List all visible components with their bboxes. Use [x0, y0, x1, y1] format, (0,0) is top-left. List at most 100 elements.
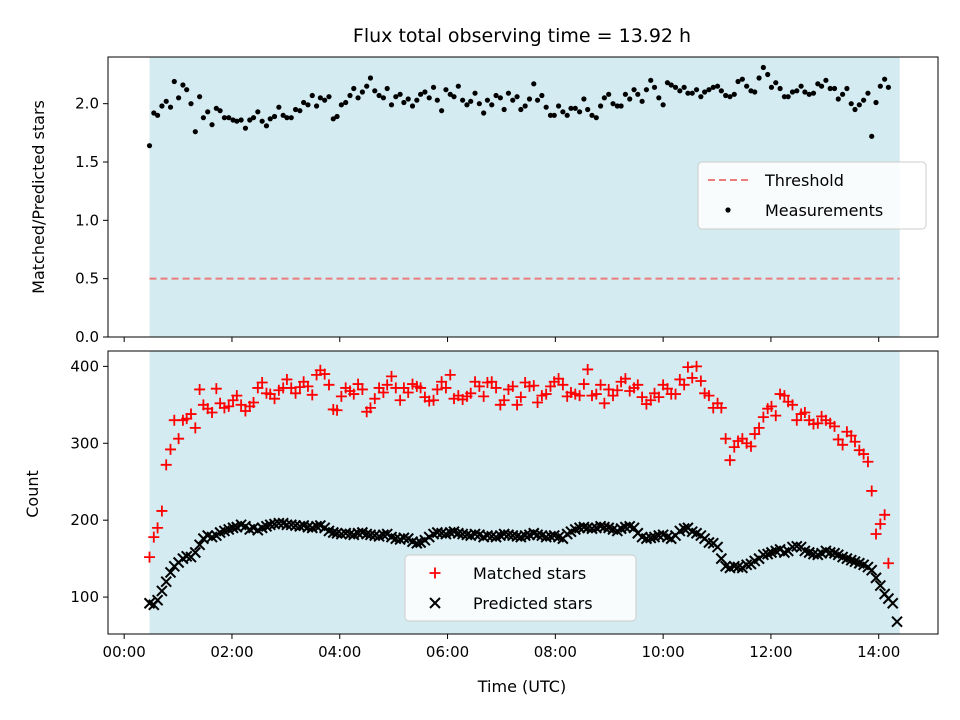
- matched-star-point: [849, 436, 861, 448]
- measurement-point: [439, 108, 445, 114]
- measurement-point: [255, 109, 261, 115]
- measurement-point: [159, 103, 165, 109]
- predicted-star-point: [289, 519, 302, 532]
- top-y-axis-label: Matched/Predicted stars: [29, 100, 48, 294]
- predicted-star-point: [481, 529, 494, 542]
- measurement-point: [184, 87, 190, 93]
- predicted-star-point: [874, 579, 887, 592]
- measurement-point: [518, 106, 524, 113]
- matched-star-point: [165, 443, 177, 455]
- measurement-point: [372, 88, 378, 94]
- measurement-point: [731, 91, 737, 97]
- matched-star-point: [281, 373, 293, 385]
- measurement-point: [823, 77, 829, 83]
- measurement-point: [417, 91, 424, 97]
- matched-star-point: [473, 380, 485, 392]
- predicted-star-point: [791, 540, 803, 553]
- predicted-star-point: [502, 529, 515, 541]
- predicted-star-point: [160, 575, 172, 588]
- measurement-point: [430, 84, 437, 90]
- matched-star-point: [402, 387, 414, 399]
- measurement-point: [798, 83, 804, 89]
- measurement-point: [831, 85, 838, 92]
- measurement-point: [497, 95, 503, 101]
- matched-star-point: [745, 440, 757, 452]
- bottom-y-tick-label: 100: [70, 588, 99, 606]
- matched-star-point: [269, 393, 281, 405]
- measurement-point: [656, 95, 662, 101]
- measurement-point: [276, 104, 282, 110]
- measurement-point: [476, 101, 482, 107]
- measurement-point: [200, 115, 206, 121]
- predicted-star-point: [285, 519, 297, 531]
- measurement-point: [568, 105, 574, 111]
- measurement-point: [865, 90, 871, 96]
- measurement-point: [405, 96, 411, 102]
- matched-star-point: [574, 390, 586, 402]
- measurement-point: [785, 94, 791, 100]
- measurement-point: [263, 123, 270, 129]
- matched-star-point: [511, 399, 523, 411]
- measurement-point: [581, 96, 587, 102]
- matched-star-point: [882, 557, 894, 569]
- measurement-point: [330, 116, 336, 122]
- bottom-y-tick-label: 300: [70, 434, 99, 452]
- measurement-point: [451, 94, 457, 100]
- predicted-star-point: [887, 597, 899, 609]
- top-y-tick-label: 1.0: [75, 211, 99, 229]
- measurement-point: [284, 115, 290, 121]
- matched-star-point: [858, 448, 870, 460]
- top-y-tick-label: 0.5: [75, 270, 99, 288]
- measurement-point: [576, 109, 583, 115]
- matched-star-point: [765, 400, 777, 412]
- predicted-star-point: [531, 529, 544, 541]
- measurement-point: [460, 97, 466, 103]
- matched-star-point: [385, 370, 397, 382]
- measurement-point: [585, 106, 591, 113]
- measurement-point: [610, 101, 616, 107]
- measurement-point: [464, 102, 470, 108]
- matched-star-point: [335, 390, 347, 402]
- measurement-point: [639, 98, 645, 104]
- x-tick-label: 06:00: [426, 643, 469, 661]
- measurement-point: [280, 112, 286, 118]
- matched-star-point: [415, 382, 427, 394]
- matched-star-point: [879, 509, 891, 521]
- measurement-point: [313, 103, 320, 109]
- matched-star-point: [478, 390, 490, 402]
- measurement-point: [618, 103, 624, 109]
- measurement-point: [827, 85, 833, 92]
- measurement-point: [873, 99, 879, 106]
- measurement-point: [840, 91, 846, 97]
- matched-star-point: [486, 376, 498, 388]
- predicted-star-point: [331, 527, 343, 539]
- measurement-point: [422, 89, 428, 95]
- measurement-point: [572, 105, 578, 111]
- measurement-point: [735, 78, 741, 85]
- ratio-panel: 0.0 0.5 1.0 1.5 2.0 Threshold Measurements: [75, 56, 939, 346]
- measurement-point: [238, 117, 244, 123]
- predicted-star-point: [573, 522, 586, 534]
- figure-title: Flux total observing time = 13.92 h: [353, 25, 691, 47]
- measurement-point: [773, 80, 779, 86]
- predicted-star-point: [264, 519, 276, 531]
- measurement-point: [493, 92, 499, 99]
- measurement-point: [401, 99, 407, 106]
- predicted-star-point: [732, 561, 744, 573]
- matched-star-point: [465, 387, 477, 399]
- measurement-point: [547, 112, 554, 118]
- bottom-y-tick-label: 400: [70, 357, 99, 375]
- predicted-star-point: [498, 528, 510, 540]
- matched-star-point: [377, 387, 389, 399]
- x-tick-label: 00:00: [103, 643, 146, 661]
- measurement-point: [167, 104, 174, 110]
- matched-star-point: [791, 414, 803, 426]
- measurement-point: [221, 115, 228, 121]
- measurement-point: [714, 83, 721, 89]
- matched-star-point: [428, 394, 440, 406]
- measurement-point: [815, 81, 821, 87]
- measurement-point: [501, 106, 507, 113]
- measurement-point: [384, 85, 390, 92]
- measurement-point: [660, 102, 666, 108]
